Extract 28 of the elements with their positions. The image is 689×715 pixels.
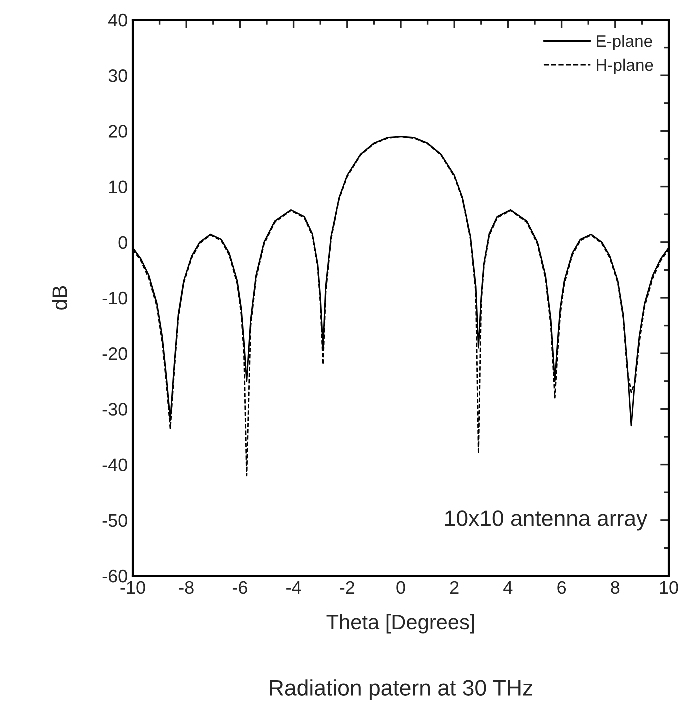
annotation: 10x10 antenna array (446, 510, 648, 531)
y-tick-label: -50 (102, 514, 128, 528)
x-tick-label: -2 (340, 581, 355, 594)
x-tick-label: 4 (504, 582, 513, 594)
x-tick-label: -8 (179, 581, 194, 594)
x-tick-label: -10 (120, 581, 146, 594)
y-tick-label: -30 (102, 403, 128, 416)
y-tick-label: -10 (102, 292, 128, 305)
x-tick-label: -4 (286, 582, 302, 594)
y-tick-label: -20 (102, 348, 128, 360)
y-axis-title: dB (52, 286, 68, 310)
y-tick-label: 40 (108, 14, 128, 27)
y-tick-label: -60 (102, 570, 128, 583)
x-tick-label: 8 (611, 581, 620, 594)
x-tick-label: 10 (660, 581, 678, 594)
x-tick-label: 2 (450, 581, 459, 594)
legend-label: H-plane (597, 58, 654, 74)
x-tick-label: -6 (232, 581, 248, 594)
y-tick-label: 10 (109, 180, 128, 194)
x-tick-label: 0 (396, 581, 406, 594)
y-tick-label: 20 (108, 125, 128, 138)
y-tick-label: -40 (102, 458, 128, 472)
y-tick-label: 30 (108, 70, 128, 82)
x-tick-label: 6 (558, 581, 566, 594)
legend-label: E-plane (597, 35, 652, 51)
text: Radiation patern at 30 THz (270, 680, 532, 700)
y-tick-label: 0 (118, 236, 128, 250)
x-axis-title: Theta [Degrees] (326, 614, 474, 634)
